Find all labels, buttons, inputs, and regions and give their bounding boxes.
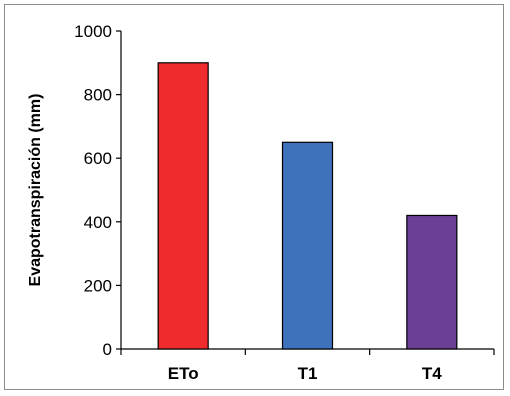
x-tick-label: T4 bbox=[422, 364, 442, 383]
y-axis: 0 200 400 600 800 1000 bbox=[74, 22, 122, 359]
y-axis-title: Evapotranspiración (mm) bbox=[27, 94, 44, 287]
y-tick-label: 600 bbox=[84, 149, 112, 168]
x-axis: ETo T1 T4 bbox=[120, 348, 495, 383]
y-tick-label: 200 bbox=[84, 276, 112, 295]
bar-t1 bbox=[281, 141, 334, 350]
bar-eto bbox=[157, 62, 209, 350]
y-tick-label: 0 bbox=[103, 340, 112, 359]
x-tick-label: ETo bbox=[168, 364, 199, 383]
y-tick-label: 800 bbox=[84, 86, 112, 105]
y-tick-label: 1000 bbox=[74, 22, 112, 41]
y-tick-label: 400 bbox=[84, 213, 112, 232]
bars bbox=[157, 62, 458, 350]
x-tick-label: T1 bbox=[298, 364, 318, 383]
bar-t4 bbox=[406, 214, 458, 350]
